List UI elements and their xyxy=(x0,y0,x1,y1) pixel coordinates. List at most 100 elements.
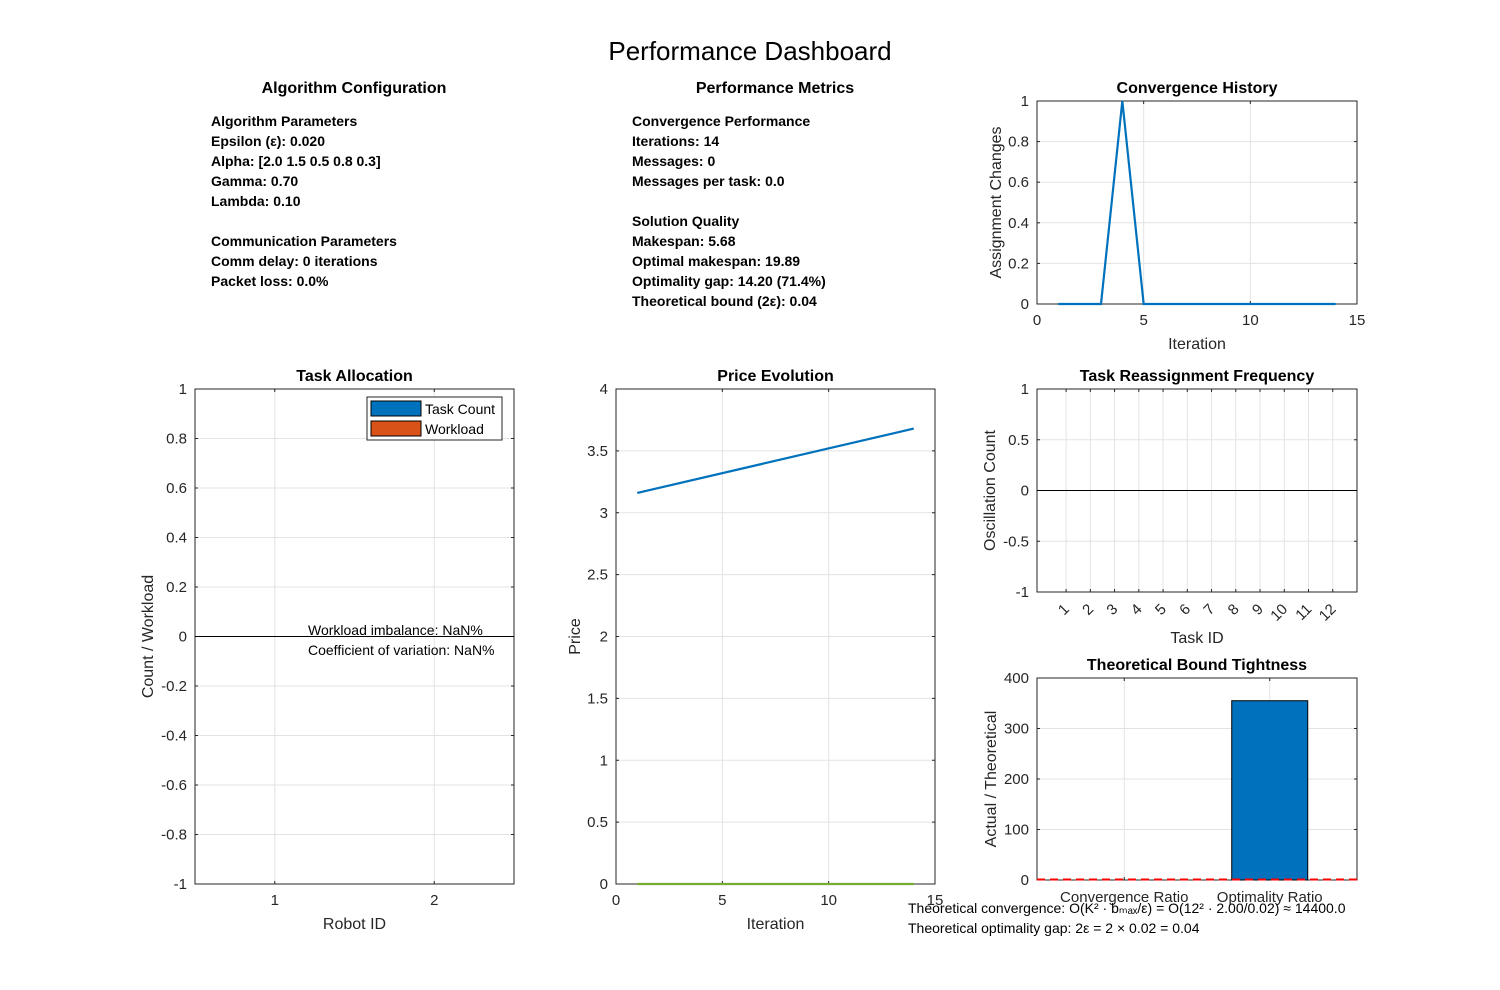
y-tick-label: 200 xyxy=(1004,771,1029,788)
y-axis-label: Oscillation Count xyxy=(982,429,999,551)
x-tick-label: 10 xyxy=(1267,601,1291,625)
x-tick-label: 0 xyxy=(1033,312,1041,329)
x-tick-label: 1 xyxy=(1055,601,1073,619)
info-line xyxy=(211,211,397,231)
y-tick-label: 1 xyxy=(1021,93,1029,110)
metrics-title: Performance Metrics xyxy=(696,80,854,97)
bound-chart: 0 100 200 300 400 Theoretical Bound Tightness… xyxy=(908,657,1358,936)
y-tick-label: 0.8 xyxy=(166,431,187,448)
y-tick-label: 1.5 xyxy=(587,690,608,707)
page-title: Performance Dashboard xyxy=(608,36,891,66)
y-tick-label: 0.4 xyxy=(1008,215,1029,232)
info-line: Packet loss: 0.0% xyxy=(211,273,329,289)
x-axis-label: Robot ID xyxy=(323,916,386,933)
theory-note: Theoretical optimality gap: 2ε = 2 × 0.0… xyxy=(908,920,1200,936)
y-tick-label: 3 xyxy=(600,505,608,522)
x-tick-label: 5 xyxy=(1139,312,1147,329)
x-tick-label: 11 xyxy=(1292,601,1315,624)
y-tick-label: 100 xyxy=(1004,822,1029,839)
x-axis-label: Iteration xyxy=(1168,336,1226,353)
x-tick-label: 6 xyxy=(1176,601,1194,619)
info-line: Alpha: [2.0 1.5 0.5 0.8 0.3] xyxy=(211,153,381,169)
x-tick-label: 4 xyxy=(1128,601,1146,619)
info-line: Messages: 0 xyxy=(632,153,716,169)
y-tick-label: -0.4 xyxy=(161,728,187,745)
info-line: Communication Parameters xyxy=(211,233,397,249)
info-line: Lambda: 0.10 xyxy=(211,193,301,209)
y-tick-label: -0.6 xyxy=(161,777,187,794)
y-tick-label: 0 xyxy=(1021,872,1029,889)
y-tick-label: -0.8 xyxy=(161,827,187,844)
annotation-text: Coefficient of variation: NaN% xyxy=(308,642,495,658)
chart-title: Task Allocation xyxy=(296,368,412,385)
info-line xyxy=(632,191,826,211)
convergence-series-line xyxy=(1058,100,1336,306)
y-tick-label: 3.5 xyxy=(587,443,608,460)
x-tick-label: 2 xyxy=(1079,601,1097,619)
y-tick-label: -0.5 xyxy=(1003,533,1029,550)
x-tick-label: 1 xyxy=(271,892,279,909)
legend: Task Count Workload xyxy=(366,396,503,441)
info-line: Gamma: 0.70 xyxy=(211,173,299,189)
y-tick-label: 1 xyxy=(600,752,608,769)
y-tick-label: 0.6 xyxy=(1008,174,1029,191)
x-axis-label: Task ID xyxy=(1170,630,1223,647)
x-tick-label: 5 xyxy=(718,892,726,909)
x-tick-label: 15 xyxy=(1349,312,1366,329)
allocation-chart: 1 2 -1 -0.8 -0.6 -0.4 -0.2 0 0.2 0.4 0.6 0.8 1 Task A… xyxy=(140,368,515,933)
y-tick-label: -1 xyxy=(174,876,187,893)
info-line: Epsilon (ε): 0.020 xyxy=(211,133,326,149)
legend-swatch xyxy=(370,400,422,417)
info-line: Comm delay: 0 iterations xyxy=(211,253,378,269)
y-tick-label: 0.5 xyxy=(1008,432,1029,449)
y-tick-label: 0 xyxy=(1021,296,1029,313)
x-tick-label: Optimality Ratio xyxy=(1217,889,1323,906)
x-tick-label: 10 xyxy=(1242,312,1259,329)
y-tick-label: 300 xyxy=(1004,721,1029,738)
x-tick-label: 8 xyxy=(1225,601,1243,619)
y-tick-label: 0 xyxy=(600,876,608,893)
y-axis-label: Count / Workload xyxy=(140,575,157,698)
x-tick-label: 2 xyxy=(430,892,438,909)
price-chart: 0 5 10 15 0 0.5 1 1.5 2 2.5 3 3.5 4 Price Evolution It… xyxy=(567,368,943,933)
info-line: Makespan: 5.68 xyxy=(632,233,736,249)
theory-note: Theoretical convergence: O(K² · bₘₐₓ/ε) … xyxy=(908,900,1346,916)
y-tick-label: -0.2 xyxy=(161,678,187,695)
chart-title: Convergence History xyxy=(1117,80,1278,97)
bound-bar xyxy=(1231,700,1309,881)
convergence-chart: 0 5 10 15 0 0.2 0.4 0.6 0.8 1 Convergence History I… xyxy=(988,80,1365,353)
info-line: Convergence Performance xyxy=(632,113,811,129)
x-axis-label: Iteration xyxy=(747,916,805,933)
y-tick-label: 1 xyxy=(179,381,187,398)
y-axis-label: Actual / Theoretical xyxy=(983,711,1000,848)
x-tick-label: 10 xyxy=(820,892,837,909)
info-line: Algorithm Parameters xyxy=(211,113,358,129)
plot-area-frame xyxy=(1036,100,1358,305)
info-line: Theoretical bound (2ε): 0.04 xyxy=(632,293,817,309)
x-tick-label: 5 xyxy=(1152,601,1170,619)
y-tick-label: -1 xyxy=(1016,584,1029,601)
y-tick-label: 0.2 xyxy=(166,579,187,596)
y-tick-label: 400 xyxy=(1004,670,1029,687)
annotation-text: Workload imbalance: NaN% xyxy=(308,622,483,638)
y-tick-label: 0 xyxy=(1021,483,1029,500)
y-tick-label: 0.4 xyxy=(166,530,187,547)
x-tick-label: 15 xyxy=(927,892,944,909)
info-line: Messages per task: 0.0 xyxy=(632,173,785,189)
x-tick-label: 3 xyxy=(1103,601,1121,619)
chart-title: Price Evolution xyxy=(717,368,833,385)
y-tick-label: 0.2 xyxy=(1008,255,1029,272)
y-tick-label: 2.5 xyxy=(587,567,608,584)
chart-title: Task Reassignment Frequency xyxy=(1080,368,1315,385)
y-tick-label: 0.6 xyxy=(166,480,187,497)
y-tick-label: 0 xyxy=(179,629,187,646)
legend-label: Workload xyxy=(425,421,484,437)
x-tick-label: 9 xyxy=(1249,601,1267,619)
y-tick-label: 2 xyxy=(600,629,608,646)
info-line: Optimal makespan: 19.89 xyxy=(632,253,801,269)
y-axis-label: Price xyxy=(567,618,584,655)
y-tick-label: 4 xyxy=(600,381,608,398)
config-title: Algorithm Configuration xyxy=(262,80,447,97)
y-tick-label: 1 xyxy=(1021,381,1029,398)
info-line: Optimality gap: 14.20 (71.4%) xyxy=(632,273,826,289)
